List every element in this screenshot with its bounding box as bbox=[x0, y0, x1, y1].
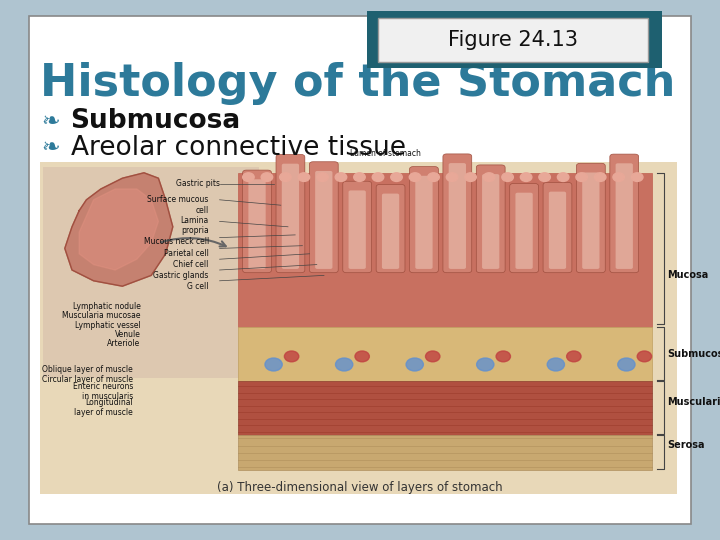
Circle shape bbox=[265, 358, 282, 371]
FancyBboxPatch shape bbox=[477, 165, 505, 273]
Circle shape bbox=[406, 358, 423, 371]
Text: Histology of the Stomach: Histology of the Stomach bbox=[40, 62, 675, 105]
FancyBboxPatch shape bbox=[382, 194, 399, 269]
Circle shape bbox=[618, 358, 635, 371]
Text: Gastric glands: Gastric glands bbox=[153, 271, 209, 280]
Circle shape bbox=[557, 173, 569, 181]
FancyBboxPatch shape bbox=[378, 18, 648, 62]
Circle shape bbox=[279, 173, 291, 181]
Circle shape bbox=[465, 173, 477, 181]
FancyBboxPatch shape bbox=[238, 173, 652, 327]
Text: ❧: ❧ bbox=[42, 138, 60, 158]
Polygon shape bbox=[65, 173, 173, 286]
Text: Oblique layer of muscle: Oblique layer of muscle bbox=[42, 366, 133, 374]
FancyBboxPatch shape bbox=[40, 162, 677, 494]
Circle shape bbox=[496, 351, 510, 362]
FancyBboxPatch shape bbox=[310, 162, 338, 273]
Circle shape bbox=[567, 351, 581, 362]
Text: Mucosa: Mucosa bbox=[667, 271, 708, 280]
Circle shape bbox=[477, 358, 494, 371]
Circle shape bbox=[446, 173, 458, 181]
Text: Serosa: Serosa bbox=[667, 441, 705, 450]
Text: Lumen of stomach: Lumen of stomach bbox=[350, 150, 420, 158]
Text: G cell: G cell bbox=[187, 282, 209, 291]
Text: (a) Three-dimensional view of layers of stomach: (a) Three-dimensional view of layers of … bbox=[217, 481, 503, 494]
Text: Venule: Venule bbox=[114, 330, 140, 339]
FancyBboxPatch shape bbox=[343, 181, 372, 273]
Text: Gastric pits: Gastric pits bbox=[176, 179, 220, 188]
FancyBboxPatch shape bbox=[367, 11, 662, 68]
Circle shape bbox=[261, 173, 273, 181]
FancyBboxPatch shape bbox=[549, 192, 566, 269]
FancyBboxPatch shape bbox=[582, 172, 600, 269]
FancyBboxPatch shape bbox=[348, 191, 366, 269]
Circle shape bbox=[336, 173, 347, 181]
FancyBboxPatch shape bbox=[29, 16, 691, 524]
Text: Longitudinal
layer of muscle: Longitudinal layer of muscle bbox=[74, 398, 133, 417]
Circle shape bbox=[354, 173, 365, 181]
Circle shape bbox=[521, 173, 532, 181]
Circle shape bbox=[243, 173, 254, 181]
Text: Muscularia mucosae: Muscularia mucosae bbox=[62, 312, 140, 320]
Text: Parietal cell: Parietal cell bbox=[164, 249, 209, 258]
FancyBboxPatch shape bbox=[315, 171, 333, 269]
Text: Submucosa: Submucosa bbox=[71, 109, 240, 134]
FancyBboxPatch shape bbox=[43, 167, 259, 378]
FancyBboxPatch shape bbox=[616, 163, 633, 269]
Circle shape bbox=[576, 173, 588, 181]
FancyBboxPatch shape bbox=[577, 163, 606, 273]
Text: Lymphatic nodule: Lymphatic nodule bbox=[73, 302, 140, 311]
Circle shape bbox=[372, 173, 384, 181]
FancyBboxPatch shape bbox=[443, 154, 472, 273]
FancyBboxPatch shape bbox=[282, 164, 299, 269]
Text: Submucosa: Submucosa bbox=[667, 349, 720, 359]
Text: Surface mucous
cell: Surface mucous cell bbox=[148, 195, 209, 215]
FancyBboxPatch shape bbox=[449, 163, 466, 269]
Circle shape bbox=[631, 173, 643, 181]
FancyBboxPatch shape bbox=[243, 170, 271, 273]
Text: Lymphatic vessel: Lymphatic vessel bbox=[75, 321, 140, 329]
Circle shape bbox=[298, 173, 310, 181]
Circle shape bbox=[539, 173, 550, 181]
Circle shape bbox=[317, 173, 328, 181]
Circle shape bbox=[355, 351, 369, 362]
Text: Mucous neck cell: Mucous neck cell bbox=[143, 237, 209, 246]
FancyBboxPatch shape bbox=[238, 381, 652, 435]
Circle shape bbox=[637, 351, 652, 362]
FancyBboxPatch shape bbox=[543, 183, 572, 273]
FancyBboxPatch shape bbox=[238, 435, 652, 470]
FancyBboxPatch shape bbox=[376, 185, 405, 273]
FancyBboxPatch shape bbox=[516, 193, 533, 269]
Circle shape bbox=[613, 173, 624, 181]
Circle shape bbox=[336, 358, 353, 371]
Circle shape bbox=[409, 173, 420, 181]
Circle shape bbox=[483, 173, 495, 181]
Text: Enteric neurons
in muscularis: Enteric neurons in muscularis bbox=[73, 382, 133, 401]
Circle shape bbox=[595, 173, 606, 181]
Circle shape bbox=[426, 351, 440, 362]
FancyBboxPatch shape bbox=[482, 174, 500, 269]
Text: Arteriole: Arteriole bbox=[107, 339, 140, 348]
Circle shape bbox=[428, 173, 439, 181]
Text: Chief cell: Chief cell bbox=[174, 260, 209, 269]
Text: Areolar connective tissue: Areolar connective tissue bbox=[71, 135, 405, 161]
Circle shape bbox=[284, 351, 299, 362]
Text: Muscularis: Muscularis bbox=[667, 397, 720, 407]
Circle shape bbox=[547, 358, 564, 371]
Circle shape bbox=[391, 173, 402, 181]
FancyBboxPatch shape bbox=[238, 327, 652, 381]
FancyBboxPatch shape bbox=[248, 179, 266, 269]
FancyBboxPatch shape bbox=[415, 176, 433, 269]
FancyBboxPatch shape bbox=[276, 154, 305, 273]
FancyBboxPatch shape bbox=[510, 184, 539, 273]
Text: Circular layer of muscle: Circular layer of muscle bbox=[42, 375, 133, 383]
FancyBboxPatch shape bbox=[410, 167, 438, 273]
Circle shape bbox=[502, 173, 513, 181]
Text: Figure 24.13: Figure 24.13 bbox=[448, 30, 577, 50]
Text: Lamina
propria: Lamina propria bbox=[181, 216, 209, 235]
Polygon shape bbox=[79, 189, 158, 270]
FancyBboxPatch shape bbox=[610, 154, 639, 273]
Text: ❧: ❧ bbox=[42, 111, 60, 132]
